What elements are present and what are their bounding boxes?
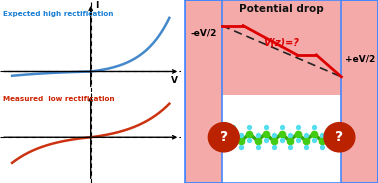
Bar <box>218 95 345 183</box>
Circle shape <box>208 123 239 152</box>
Text: ?: ? <box>220 130 228 144</box>
Bar <box>341 0 378 183</box>
Text: V: V <box>171 76 178 85</box>
Text: Expected high rectification: Expected high rectification <box>3 11 113 17</box>
Text: V(z)=?: V(z)=? <box>264 37 299 47</box>
Circle shape <box>324 123 355 152</box>
Text: Measured  low rectification: Measured low rectification <box>3 96 115 102</box>
Text: ?: ? <box>335 130 344 144</box>
Text: +eV/2: +eV/2 <box>345 54 375 63</box>
Text: Potential drop: Potential drop <box>239 4 324 14</box>
Bar <box>185 0 222 183</box>
Text: I: I <box>96 1 99 10</box>
Bar <box>222 0 341 95</box>
Text: -eV/2: -eV/2 <box>191 28 217 38</box>
